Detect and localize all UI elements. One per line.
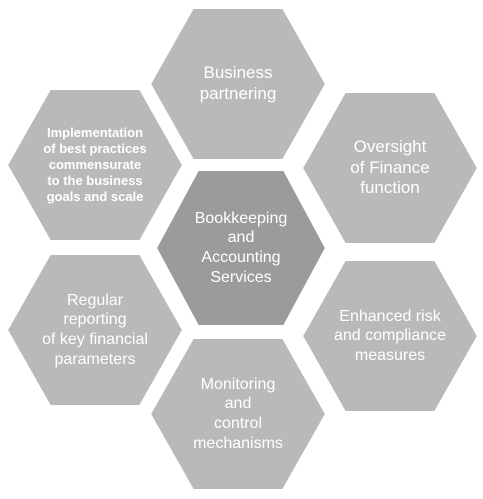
hex-label-center: Bookkeeping and Accounting Services [168, 200, 314, 296]
label-line: Monitoring [200, 375, 276, 393]
label-line: Regular [66, 291, 124, 309]
label-line: Services [210, 268, 272, 286]
label-line: Enhanced risk [339, 307, 441, 325]
hex-label-best-practices: Implementation of best practices commens… [20, 116, 170, 214]
hex-oversight-finance [300, 91, 480, 245]
label-line: and [227, 229, 255, 247]
label-line: reporting [63, 311, 127, 329]
hex-best-practices [5, 88, 185, 242]
label-line: Accounting [201, 249, 281, 266]
label-line: of best practices [43, 141, 147, 157]
label-line: function [360, 178, 420, 198]
hex-label-enhanced-risk: Enhanced risk and compliance measures [308, 292, 472, 380]
label-line: goals and scale [46, 188, 144, 204]
label-line: and compliance [333, 327, 447, 345]
label-line: Business [203, 63, 273, 83]
hex-regular-reporting [5, 253, 185, 407]
label-line: measures [354, 346, 426, 364]
label-line: mechanisms [193, 434, 283, 452]
hex-center [154, 169, 328, 327]
label-line: partnering [199, 84, 277, 103]
hex-label-monitoring-control: Monitoring and control mechanisms [160, 366, 316, 462]
label-line: of key financial [42, 331, 148, 348]
label-line: Implementation [46, 125, 144, 141]
hex-label-regular-reporting: Regular reporting of key financial param… [14, 282, 176, 378]
label-line: to the business [47, 172, 143, 188]
hex-enhanced-risk [300, 259, 480, 413]
label-line: parameters [54, 350, 136, 368]
label-line: of Finance [350, 157, 430, 177]
hex-monitoring-control [148, 337, 328, 491]
hex-business-partnering [148, 7, 328, 161]
label-line: commensurate [48, 157, 142, 173]
label-line: control [213, 415, 263, 432]
label-line: Bookkeeping [194, 209, 288, 227]
hex-label-business-partnering: Business partnering [160, 40, 316, 128]
hex-label-oversight-finance: Oversight of Finance function [312, 124, 468, 212]
label-line: and [224, 395, 252, 413]
label-line: Oversight [353, 136, 427, 156]
